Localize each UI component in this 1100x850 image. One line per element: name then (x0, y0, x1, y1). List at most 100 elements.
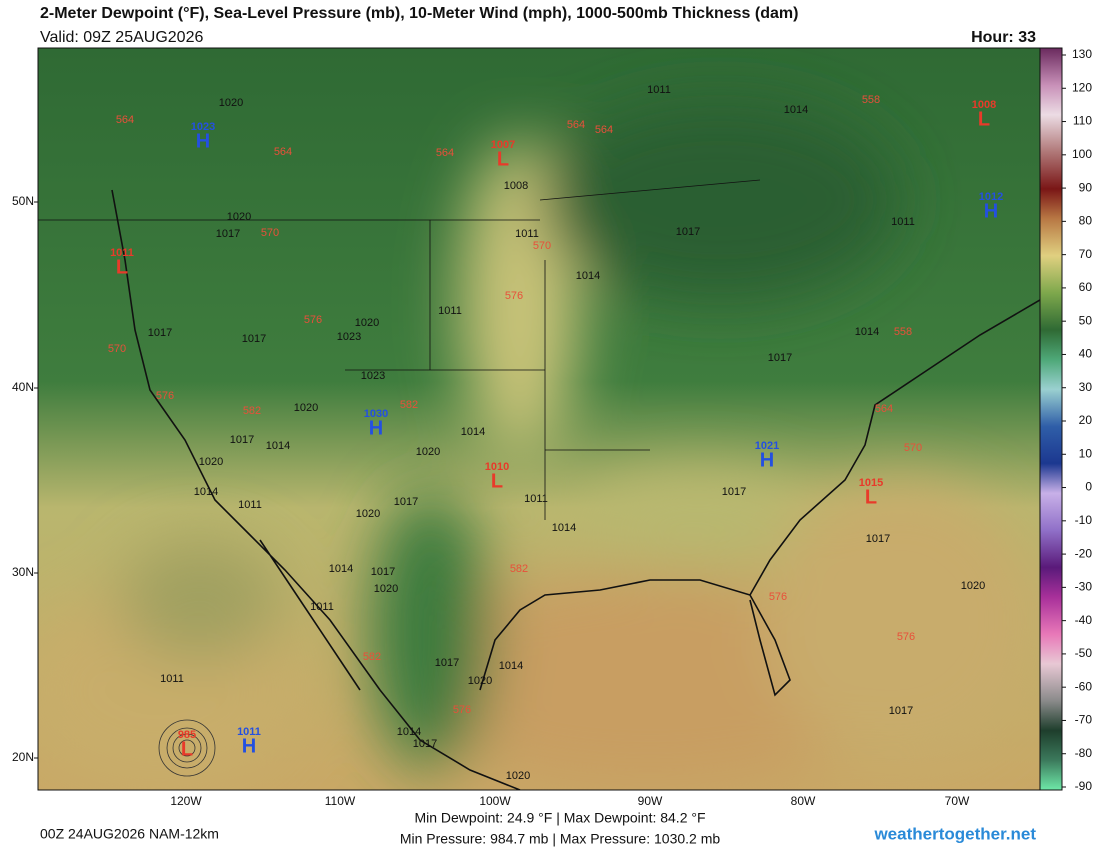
isobar-label: 1017 (148, 327, 172, 339)
colorbar-label: -80 (1075, 746, 1093, 760)
thickness-label: 576 (897, 631, 915, 643)
isobar-label: 1017 (242, 333, 266, 345)
isobar-label: 1014 (397, 726, 421, 738)
isobar-label: 1023 (337, 331, 361, 343)
dewpoint-range: Min Dewpoint: 24.9 °F | Max Dewpoint: 84… (414, 810, 705, 826)
isobar-label: 1011 (160, 673, 184, 685)
thickness-label: 570 (108, 343, 126, 355)
isobar-label: 1011 (647, 84, 671, 96)
isobar-label: 1011 (891, 216, 915, 228)
thickness-label: 564 (436, 147, 454, 159)
center-value: 985 (178, 729, 196, 741)
thickness-label: 576 (304, 314, 322, 326)
thickness-label: 570 (261, 227, 279, 239)
title: 2-Meter Dewpoint (°F), Sea-Level Pressur… (40, 5, 798, 22)
thickness-label: 576 (769, 591, 787, 603)
storm-rings (158, 719, 216, 777)
center-letter: H (369, 417, 383, 439)
isobar-label: 1014 (461, 426, 485, 438)
colorbar-label: 90 (1079, 180, 1093, 194)
center-value: 1015 (859, 477, 883, 489)
isobar-label: 1017 (866, 533, 890, 545)
isobar-label: 1020 (506, 770, 530, 782)
latitude-label: 30N (12, 565, 34, 579)
valid-time: Valid: 09Z 25AUG2026 (40, 29, 203, 46)
isobar-label: 1020 (374, 583, 398, 595)
thickness-label: 582 (243, 405, 261, 417)
isobar-label: 1020 (416, 446, 440, 458)
colorbar-label: 80 (1079, 214, 1093, 228)
thickness-label: 564 (595, 124, 613, 136)
isobar-label: 1020 (227, 211, 251, 223)
colorbar-label: 50 (1079, 313, 1093, 327)
isobar-label: 1020 (294, 402, 318, 414)
thickness-label: 582 (510, 563, 528, 575)
center-letter: H (242, 735, 256, 757)
center-letter: L (497, 148, 509, 170)
isobar-label: 1014 (194, 486, 218, 498)
isobar-label: 1023 (361, 370, 385, 382)
isobar-label: 1011 (238, 499, 262, 511)
longitude-label: 110W (325, 794, 356, 808)
colorbar-label: 60 (1079, 280, 1093, 294)
center-letter: H (760, 449, 774, 471)
isobar-label: 1014 (266, 440, 290, 452)
thickness-label: 576 (156, 390, 174, 402)
center-letter: H (196, 130, 210, 152)
latitude-label: 20N (12, 750, 34, 764)
colorbar-label: 70 (1079, 247, 1093, 261)
colorbar-label: -60 (1075, 679, 1093, 693)
colorbar-label: -70 (1075, 713, 1093, 727)
thickness-label: 576 (505, 290, 523, 302)
isobar-label: 1017 (371, 566, 395, 578)
isobar-label: 1020 (199, 456, 223, 468)
colorbar-label: 30 (1079, 380, 1093, 394)
longitude-label: 70W (945, 794, 970, 808)
center-value: 1011 (237, 726, 261, 738)
isobar-label: 1020 (961, 580, 985, 592)
model-run: 00Z 24AUG2026 NAM-12km (40, 826, 219, 842)
isobar-label: 1014 (499, 660, 523, 672)
colorbar (1039, 47, 1063, 791)
isobar-label: 1020 (355, 317, 379, 329)
thickness-label: 570 (904, 442, 922, 454)
isobar-label: 1014 (576, 270, 600, 282)
isobar-label: 1011 (438, 305, 462, 317)
isobar-label: 1008 (504, 180, 528, 192)
thickness-label: 576 (453, 704, 471, 716)
center-value: 1030 (364, 408, 388, 420)
isobar-label: 1014 (784, 104, 808, 116)
isobar-label: 1014 (855, 326, 879, 338)
isobar-label: 1020 (468, 675, 492, 687)
colorbar-label: 20 (1079, 413, 1093, 427)
isobar-label: 1017 (435, 657, 459, 669)
field-shading (38, 100, 1040, 790)
thickness-label: 564 (116, 114, 134, 126)
isobar-label: 1014 (552, 522, 576, 534)
isobar-label: 1017 (889, 705, 913, 717)
longitude-label: 90W (638, 794, 663, 808)
colorbar-label: -10 (1075, 513, 1093, 527)
colorbar-label: -90 (1075, 779, 1093, 793)
thickness-label: 564 (274, 146, 292, 158)
colorbar-label: 0 (1085, 480, 1092, 494)
longitude-label: 120W (170, 794, 202, 808)
center-letter: L (978, 108, 990, 130)
isobar-label: 1011 (310, 601, 334, 613)
isobar-label: 1014 (329, 563, 353, 575)
thickness-label: 564 (875, 403, 893, 415)
isobar-label: 1017 (230, 434, 254, 446)
center-value: 1008 (972, 99, 996, 111)
isobar-label: 1017 (676, 226, 700, 238)
isobar-label: 1017 (768, 352, 792, 364)
colorbar-label: -50 (1075, 646, 1093, 660)
isobar-label: 1017 (722, 486, 746, 498)
longitude-label: 100W (479, 794, 511, 808)
center-letter: L (865, 486, 877, 508)
borders (38, 179, 761, 520)
coastline (111, 189, 1040, 790)
